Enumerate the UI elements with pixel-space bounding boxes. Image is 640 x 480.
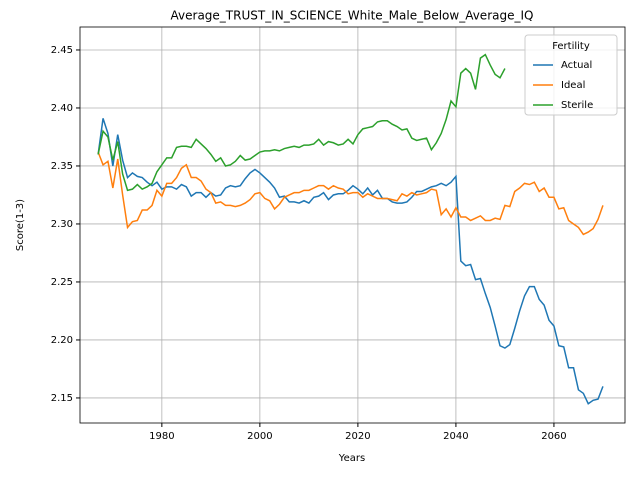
y-axis-label: Score(1-3) xyxy=(15,199,26,251)
chart-title: Average_TRUST_IN_SCIENCE_White_Male_Belo… xyxy=(171,9,534,23)
y-tick-label: 2.25 xyxy=(51,277,73,288)
x-tick-label: 2060 xyxy=(541,431,566,442)
line-series xyxy=(97,118,604,405)
legend-label: Ideal xyxy=(561,80,585,91)
legend-title: Fertility xyxy=(552,41,590,52)
line-series xyxy=(97,53,506,192)
y-tick-label: 2.20 xyxy=(51,335,73,346)
legend-label: Sterile xyxy=(561,100,593,111)
y-tick-label: 2.30 xyxy=(51,219,73,230)
x-tick-label: 2040 xyxy=(443,431,468,442)
x-tick-label: 2000 xyxy=(247,431,272,442)
plot-frame xyxy=(79,26,626,424)
x-axis-label: Years xyxy=(338,453,365,464)
x-tick-label: 2020 xyxy=(345,431,370,442)
y-tick-label: 2.35 xyxy=(51,161,73,172)
legend-label: Actual xyxy=(561,60,592,71)
legend-box xyxy=(524,34,618,116)
line-series xyxy=(97,151,604,236)
y-tick-label: 2.45 xyxy=(51,45,73,56)
y-tick-label: 2.15 xyxy=(51,393,73,404)
y-tick-label: 2.40 xyxy=(51,103,73,114)
x-tick-label: 1980 xyxy=(149,431,174,442)
